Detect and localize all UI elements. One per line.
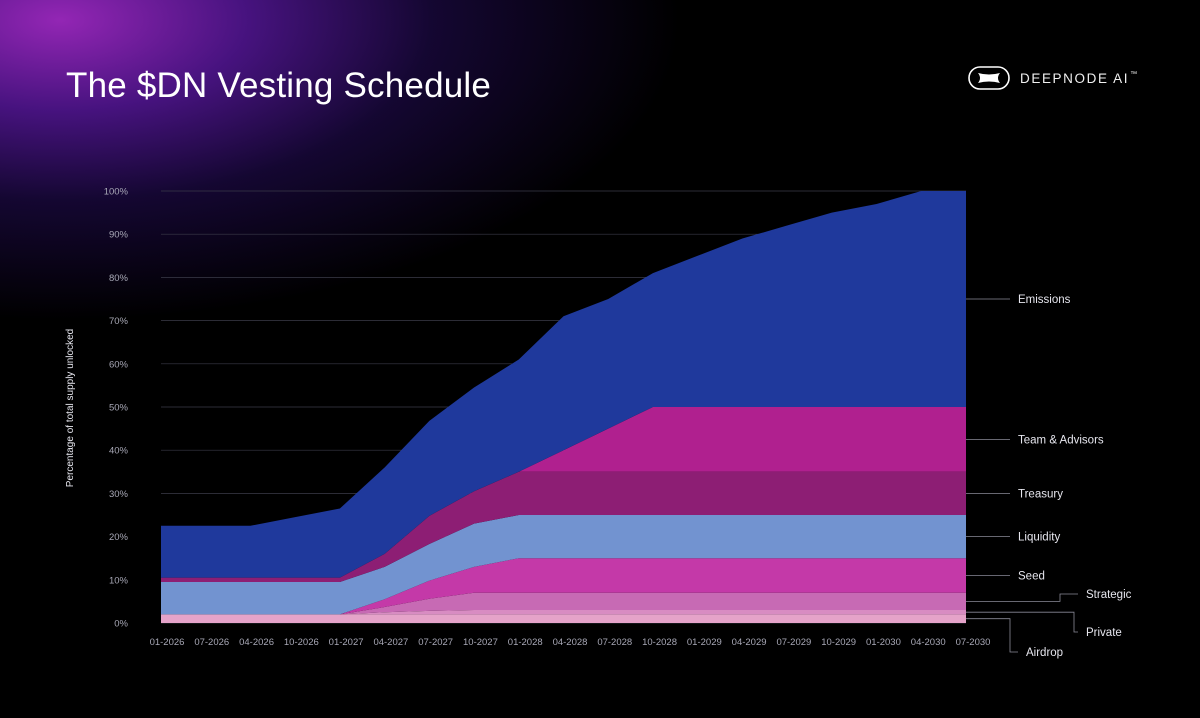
area-team-advisors [161, 407, 966, 578]
page-title: The $DN Vesting Schedule [66, 66, 492, 105]
y-tick-label: 80% [109, 273, 129, 284]
leader-line [966, 593, 1078, 602]
x-tick-label: 10-2028 [642, 637, 677, 648]
y-tick-label: 100% [104, 187, 129, 198]
x-tick-label: 10-2026 [284, 637, 319, 648]
x-tick-label: 01-2027 [329, 637, 364, 648]
area-emissions [161, 191, 966, 578]
area-treasury [161, 471, 966, 582]
area-seed [161, 558, 966, 615]
x-tick-label: 07-2027 [418, 637, 453, 648]
brand-logo-group: DEEPNODE AI™ [968, 65, 1139, 91]
y-tick-label: 20% [109, 532, 129, 543]
x-tick-label: 01-2028 [508, 637, 543, 648]
area-airdrop [161, 614, 966, 623]
area-strategic [161, 592, 966, 615]
series-label: Emissions [1018, 294, 1071, 306]
x-tick-label: 04-2029 [732, 637, 767, 648]
y-tick-label: 60% [109, 359, 129, 370]
x-tick-label: 01-2026 [150, 637, 185, 648]
y-tick-label: 10% [109, 575, 129, 586]
x-tick-label: 01-2030 [866, 637, 901, 648]
x-tick-label: 04-2027 [373, 637, 408, 648]
area-private [161, 610, 966, 615]
leader-line [966, 611, 1078, 633]
brand-trademark: ™ [1130, 70, 1139, 78]
series-label: Treasury [1018, 488, 1063, 500]
x-tick-label: 07-2030 [956, 637, 991, 648]
y-tick-label: 0% [114, 619, 128, 630]
x-tick-label: 07-2029 [776, 637, 811, 648]
x-tick-label: 01-2029 [687, 637, 722, 648]
y-tick-label: 40% [109, 446, 129, 457]
x-tick-label: 04-2026 [239, 637, 274, 648]
deepnode-logo-icon [968, 66, 1010, 90]
x-tick-label: 07-2028 [597, 637, 632, 648]
x-tick-label: 07-2026 [194, 637, 229, 648]
series-label: Seed [1018, 570, 1045, 582]
x-tick-label: 04-2028 [553, 637, 588, 648]
y-tick-label: 30% [109, 489, 129, 500]
series-label: Strategic [1086, 589, 1132, 601]
y-axis-title: Percentage of total supply unlocked [65, 329, 76, 487]
y-tick-label: 90% [109, 230, 129, 241]
area-liquidity [161, 515, 966, 615]
brand-name: DEEPNODE AI [1020, 70, 1130, 86]
y-tick-label: 50% [109, 403, 129, 414]
x-tick-label: 04-2030 [911, 637, 946, 648]
series-label: Private [1086, 627, 1122, 639]
y-tick-label: 70% [109, 316, 129, 327]
leader-line [966, 618, 1018, 653]
series-label: Liquidity [1018, 532, 1060, 544]
series-label: Team & Advisors [1018, 434, 1104, 446]
x-tick-label: 10-2027 [463, 637, 498, 648]
x-tick-label: 10-2029 [821, 637, 856, 648]
series-label: Airdrop [1026, 647, 1063, 659]
